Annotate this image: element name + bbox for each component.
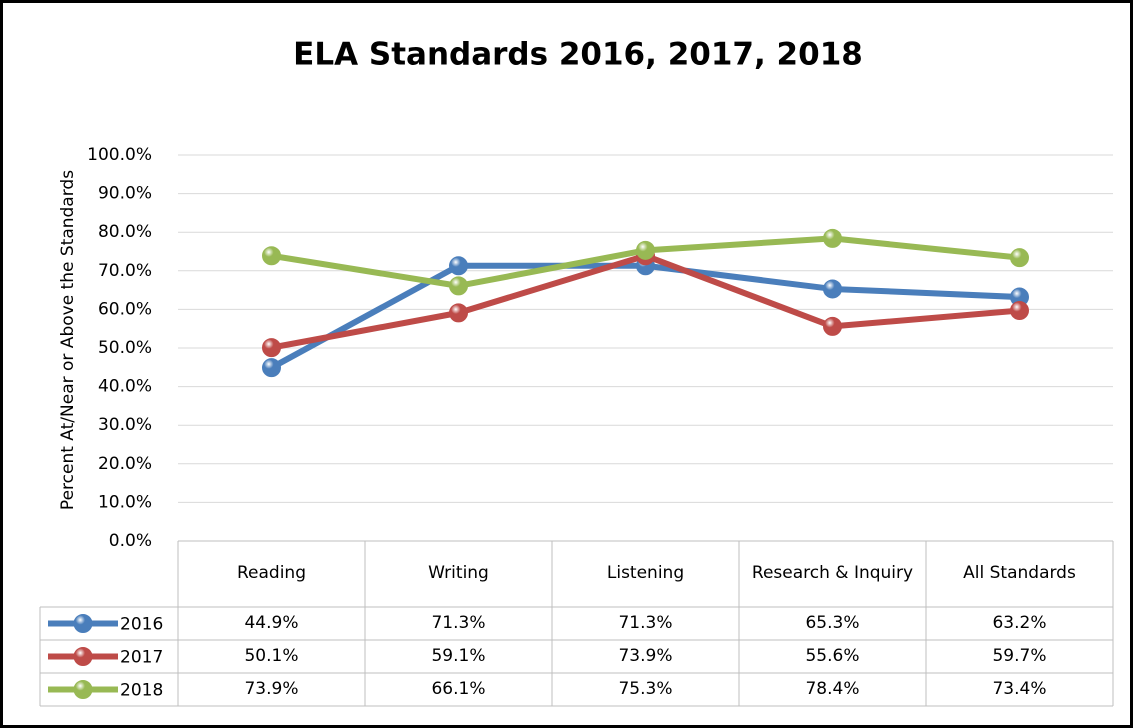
- table-value: 78.4%: [805, 678, 860, 699]
- legend-label: 2018: [120, 681, 163, 701]
- data-point: [636, 240, 655, 260]
- table-value: 73.9%: [618, 645, 673, 666]
- table-value: 50.1%: [244, 645, 299, 666]
- y-tick-label: 80.0%: [98, 222, 152, 242]
- table-value: 63.2%: [992, 612, 1047, 633]
- chart-title: ELA Standards 2016, 2017, 2018: [293, 37, 863, 73]
- data-point: [449, 303, 468, 323]
- y-tick-label: 60.0%: [98, 299, 152, 319]
- series-line: [270, 262, 1020, 371]
- data-point: [449, 256, 468, 276]
- y-tick-label: 30.0%: [98, 415, 152, 435]
- y-tick-label: 0.0%: [109, 531, 152, 551]
- x-category-label: All Standards: [963, 563, 1076, 584]
- y-tick-label: 20.0%: [98, 454, 152, 474]
- data-point: [1010, 301, 1029, 321]
- data-point: [262, 338, 281, 358]
- legend-marker: [73, 614, 93, 633]
- x-category-label: Listening: [606, 563, 685, 584]
- y-tick-label: 10.0%: [98, 492, 152, 512]
- table-value: 71.3%: [618, 612, 673, 633]
- legend-marker: [73, 680, 93, 699]
- table-value: 66.1%: [431, 678, 486, 699]
- y-tick-label: 40.0%: [98, 377, 152, 397]
- legend-marker: [73, 647, 93, 666]
- data-point: [823, 279, 842, 299]
- data-point: [823, 316, 842, 336]
- data-point: [1010, 248, 1029, 268]
- table-value: 75.3%: [618, 678, 673, 699]
- table-value: 55.6%: [805, 645, 860, 666]
- table-value: 59.7%: [992, 645, 1047, 666]
- x-category-label: Research & Inquiry: [751, 563, 914, 584]
- y-tick-label: 100.0%: [87, 145, 152, 165]
- y-tick-label: 50.0%: [98, 338, 152, 358]
- y-axis-label: Percent At/Near or Above the Standards: [58, 170, 78, 510]
- data-point: [449, 276, 468, 296]
- data-point: [262, 246, 281, 266]
- table-value: 73.9%: [244, 678, 299, 699]
- data-point: [262, 358, 281, 378]
- table-value: 59.1%: [431, 645, 486, 666]
- x-category-label: Writing: [428, 563, 489, 584]
- table-value: 44.9%: [244, 612, 299, 633]
- x-category-label: Reading: [236, 563, 306, 584]
- data-point: [823, 228, 842, 248]
- table-value: 71.3%: [431, 612, 486, 633]
- legend-label: 2016: [120, 615, 163, 635]
- y-tick-label: 90.0%: [98, 184, 152, 204]
- legend-label: 2017: [120, 648, 163, 668]
- table-value: 65.3%: [805, 612, 860, 633]
- y-tick-label: 70.0%: [98, 261, 152, 281]
- table-value: 73.4%: [992, 678, 1047, 699]
